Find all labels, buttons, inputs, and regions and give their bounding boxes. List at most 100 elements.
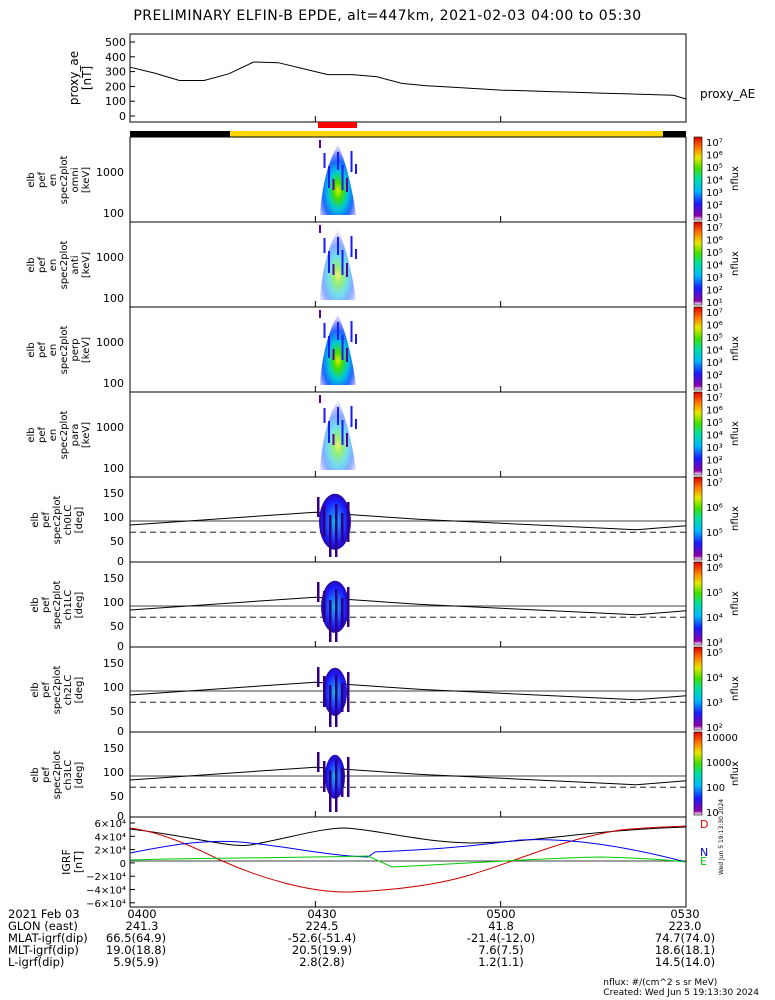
colorbar-tick-label: 10⁶ bbox=[706, 563, 723, 574]
pa-streak bbox=[347, 757, 350, 797]
pa-streak bbox=[323, 591, 326, 622]
spectrogram-streak bbox=[332, 434, 335, 445]
colorbar-tick-label: 10⁴ bbox=[706, 553, 723, 564]
igrf-tick-label: −2×10⁴ bbox=[86, 872, 126, 883]
x-tick-label-0530: 0530 bbox=[670, 907, 700, 921]
pa0-ylabel: elb pef spec2plot ch0LC [deg] bbox=[30, 496, 85, 545]
pa1-ytick-100: 100 bbox=[103, 596, 124, 609]
spectrogram-streak bbox=[328, 336, 330, 358]
igrf-tick-label: −6×10⁴ bbox=[86, 899, 126, 910]
svg-text:pef: pef bbox=[37, 172, 48, 189]
spec1-ytick-1000: 1000 bbox=[96, 166, 124, 179]
ephem-value: 41.8 bbox=[488, 919, 514, 933]
svg-text:spec2plot: spec2plot bbox=[59, 156, 70, 205]
pa-streak bbox=[335, 759, 338, 812]
colorbar-tick-label: 10 bbox=[706, 808, 719, 819]
svg-text:elb: elb bbox=[26, 257, 37, 272]
colorbar-label: nflux bbox=[730, 336, 741, 361]
x-axis-ticks bbox=[129, 116, 687, 907]
svg-text:spec2plot: spec2plot bbox=[59, 326, 70, 375]
pa1-ytick-0: 0 bbox=[117, 640, 124, 653]
igrf-tick-label: −4×10⁴ bbox=[86, 886, 126, 897]
colorbar-label: nflux bbox=[730, 591, 741, 616]
pa0-ytick-0: 0 bbox=[117, 555, 124, 568]
colorbar bbox=[693, 646, 703, 731]
spectrogram-streak bbox=[337, 152, 339, 170]
pa-streak bbox=[317, 497, 320, 517]
ephem-value: 20.5(19.9) bbox=[291, 943, 353, 957]
colorbar-tick-label: 10⁴ bbox=[706, 431, 723, 442]
spectrogram-streak bbox=[341, 165, 344, 190]
pitch-angle-ch1-panel: 150 100 50 0 elb pef spec2plot ch1LC [de… bbox=[30, 561, 687, 653]
spectrogram-streak bbox=[346, 178, 348, 192]
colorbar-tick-label: 10⁵ bbox=[706, 333, 723, 344]
ephem-value: 66.5(64.9) bbox=[105, 931, 167, 945]
colorbars: 10⁷10⁶10⁵10⁴10³10²10¹nflux10⁷10⁶10⁵10⁴10… bbox=[693, 136, 741, 819]
colorbar-tick-label: 10⁷ bbox=[706, 478, 723, 489]
spectrogram-streak bbox=[341, 420, 344, 445]
spectrogram-streak bbox=[319, 310, 321, 318]
colorbar-tick-label: 10⁶ bbox=[706, 503, 723, 514]
svg-text:spec2plot: spec2plot bbox=[52, 751, 63, 800]
spec3-ylabel: elb pef en spec2plot perp [keV] bbox=[26, 326, 92, 375]
spectrogram-streak bbox=[355, 334, 357, 344]
colorbar bbox=[693, 561, 703, 646]
svg-text:pef: pef bbox=[37, 427, 48, 444]
ephem-value: 224.5 bbox=[305, 919, 339, 933]
svg-text:spec2plot: spec2plot bbox=[52, 496, 63, 545]
spectrogram-patch bbox=[320, 400, 356, 470]
svg-text:en: en bbox=[48, 344, 59, 357]
ephem-label: MLAT-igrf(dip) bbox=[8, 931, 88, 945]
colorbar-tick-label: 10⁴ bbox=[706, 346, 723, 357]
colorbar-tick-label: 10³ bbox=[706, 188, 723, 199]
spectrogram-streak bbox=[346, 263, 348, 277]
svg-text:pef: pef bbox=[41, 682, 52, 699]
pa1-ytick-150: 150 bbox=[103, 572, 124, 585]
pa-streak bbox=[341, 598, 344, 627]
colorbar-tick-label: 10⁴ bbox=[706, 176, 723, 187]
colorbar-label: nflux bbox=[730, 761, 741, 786]
svg-text:pef: pef bbox=[37, 342, 48, 359]
spectrogram-streak bbox=[355, 249, 357, 259]
colorbar-tick-label: 10⁷ bbox=[706, 308, 723, 319]
colorbar-tick-label: 10⁶ bbox=[706, 151, 723, 162]
pa3-ylabel: elb pef spec2plot ch3LC [deg] bbox=[30, 751, 85, 800]
pa-streak bbox=[323, 761, 326, 792]
ephem-row-mlat: MLAT-igrf(dip) 66.5(64.9) -52.6(-51.4) -… bbox=[8, 932, 768, 944]
colorbar-tick-label: 10³ bbox=[706, 358, 723, 369]
svg-text:[deg]: [deg] bbox=[74, 592, 85, 619]
spectrogram-streak bbox=[337, 237, 339, 255]
ephem-value: 223.0 bbox=[668, 919, 702, 933]
svg-text:pef: pef bbox=[41, 597, 52, 614]
ephem-value: 14.5(14.0) bbox=[654, 955, 716, 969]
colorbar-tick-label: 10² bbox=[706, 201, 723, 212]
svg-text:anti: anti bbox=[70, 255, 81, 274]
pa-streak bbox=[335, 674, 338, 727]
svg-text:en: en bbox=[48, 259, 59, 272]
pa2-ytick-100: 100 bbox=[103, 681, 124, 694]
igrf-ylabel-2: [nT] bbox=[72, 851, 85, 873]
igrf-E-curve bbox=[129, 855, 687, 868]
spectrogram-streak bbox=[323, 323, 326, 338]
pa2-ytick-50: 50 bbox=[110, 705, 124, 718]
ae-ylabel-1: proxy_ae bbox=[67, 51, 81, 105]
svg-text:elb: elb bbox=[30, 512, 41, 527]
x-tick-label-0400: 0400 bbox=[127, 907, 157, 921]
svg-text:[keV]: [keV] bbox=[81, 422, 92, 448]
footer-created: Created: Wed Jun 5 19:13:30 2024 bbox=[603, 988, 759, 998]
svg-text:elb: elb bbox=[26, 172, 37, 187]
svg-text:ch1LC: ch1LC bbox=[63, 590, 74, 621]
colorbar-tick-label: 10⁷ bbox=[706, 223, 723, 234]
colorbar-tick-label: 10⁷ bbox=[706, 138, 723, 149]
colorbar-tick-label: 10⁵ bbox=[706, 588, 723, 599]
pa-streak bbox=[317, 582, 320, 602]
x-tick-label-0430: 0430 bbox=[307, 907, 337, 921]
igrf-N-curve bbox=[129, 839, 687, 863]
spec3-ytick-1000: 1000 bbox=[96, 336, 124, 349]
colorbar-tick-label: 10⁷ bbox=[706, 393, 723, 404]
colorbar-tick-label: 10⁵ bbox=[706, 418, 723, 429]
colorbar-tick-label: 10⁴ bbox=[706, 613, 723, 624]
ae-tick-label: 200 bbox=[105, 80, 126, 93]
pa-streak bbox=[323, 506, 326, 537]
